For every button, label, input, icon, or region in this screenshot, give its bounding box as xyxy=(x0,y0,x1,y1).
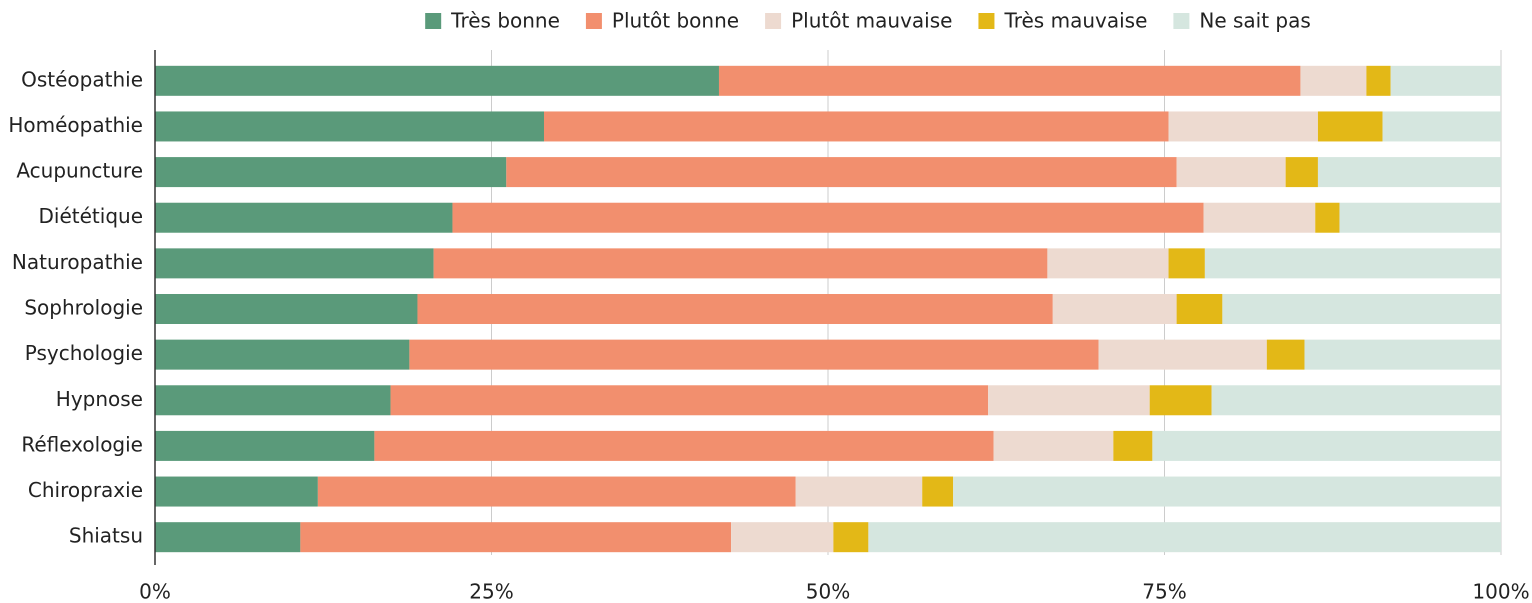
bar-segment xyxy=(374,430,994,461)
bar-segment xyxy=(1390,65,1501,96)
x-tick-label: 75% xyxy=(1142,580,1186,603)
bar-segment xyxy=(922,476,954,507)
legend-label: Ne sait pas xyxy=(1199,9,1310,33)
bar-segment xyxy=(1317,157,1501,188)
bar-segment xyxy=(1222,294,1501,324)
y-tick-label: Diététique xyxy=(39,204,143,228)
y-tick-label: Shiatsu xyxy=(69,524,143,548)
bar-segment xyxy=(1113,430,1153,461)
bar-segment xyxy=(155,294,418,324)
bar-segment xyxy=(833,522,869,553)
bar-segment xyxy=(993,430,1114,461)
bar-segment xyxy=(868,522,1501,553)
y-tick-label: Homéopathie xyxy=(8,113,143,137)
y-tick-label: Naturopathie xyxy=(12,250,143,274)
bar-segment xyxy=(409,339,1099,370)
bar-segment xyxy=(1052,294,1177,324)
bar-segment xyxy=(718,65,1301,96)
legend-swatch xyxy=(765,13,782,29)
bar-segment xyxy=(1168,248,1205,279)
bar-segment xyxy=(1266,339,1305,370)
bar-segment xyxy=(1047,248,1169,279)
bar-segment xyxy=(988,385,1150,416)
x-tick-label: 25% xyxy=(469,580,513,603)
bar-segment xyxy=(433,248,1048,279)
bar-segment xyxy=(155,430,375,461)
bar-segment xyxy=(1285,157,1318,188)
bar-segment xyxy=(731,522,834,553)
legend-label: Très bonne xyxy=(450,9,560,33)
y-tick-label: Psychologie xyxy=(25,341,143,365)
bar-segment xyxy=(155,522,301,553)
bar-segment xyxy=(1304,339,1501,370)
bar-segment xyxy=(452,202,1204,233)
legend-swatch xyxy=(978,13,995,29)
legend-label: Très mauvaise xyxy=(1003,9,1147,33)
bar-segment xyxy=(543,111,1169,142)
bar-segment xyxy=(155,157,507,188)
bar-segment xyxy=(1339,202,1501,233)
y-tick-label: Hypnose xyxy=(56,387,143,411)
y-tick-label: Ostéopathie xyxy=(21,67,143,91)
legend-swatch xyxy=(425,13,442,29)
bar-segment xyxy=(1315,202,1340,233)
bar-segment xyxy=(155,202,453,233)
y-tick-label: Acupuncture xyxy=(16,159,143,183)
bar-segment xyxy=(155,476,318,507)
bar-segment xyxy=(953,476,1501,507)
bar-segment xyxy=(1382,111,1501,142)
bar-segment xyxy=(417,294,1053,324)
bar-segment xyxy=(155,385,391,416)
bar-segment xyxy=(1149,385,1212,416)
bar-segment xyxy=(1176,157,1286,188)
bar-segment xyxy=(506,157,1177,188)
bar-segment xyxy=(1317,111,1383,142)
bar-segment xyxy=(1152,430,1501,461)
bar-segment xyxy=(1366,65,1391,96)
bar-segment xyxy=(390,385,989,416)
legend-swatch xyxy=(585,13,602,29)
bar-segment xyxy=(795,476,923,507)
bar-segment xyxy=(1098,339,1267,370)
x-tick-label: 100% xyxy=(1472,580,1529,603)
x-tick-label: 0% xyxy=(139,580,171,603)
legend-label: Plutôt bonne xyxy=(612,9,739,33)
bar-segment xyxy=(1176,294,1223,324)
bar-segment xyxy=(1203,202,1316,233)
bar-segment xyxy=(317,476,796,507)
x-tick-label: 50% xyxy=(806,580,850,603)
bar-segment xyxy=(155,339,410,370)
bar-segment xyxy=(1168,111,1318,142)
bar-segment xyxy=(300,522,732,553)
bar-segment xyxy=(155,248,434,279)
legend-label: Plutôt mauvaise xyxy=(791,9,952,33)
y-tick-label: Réflexologie xyxy=(21,432,143,456)
y-tick-label: Sophrologie xyxy=(24,296,143,320)
y-tick-label: Chiropraxie xyxy=(28,478,143,502)
bar-segment xyxy=(155,65,719,96)
bar-segment xyxy=(1300,65,1367,96)
legend-swatch xyxy=(1173,13,1190,29)
bar-segment xyxy=(1204,248,1501,279)
bar-segment xyxy=(1211,385,1501,416)
bar-segment xyxy=(155,111,544,142)
